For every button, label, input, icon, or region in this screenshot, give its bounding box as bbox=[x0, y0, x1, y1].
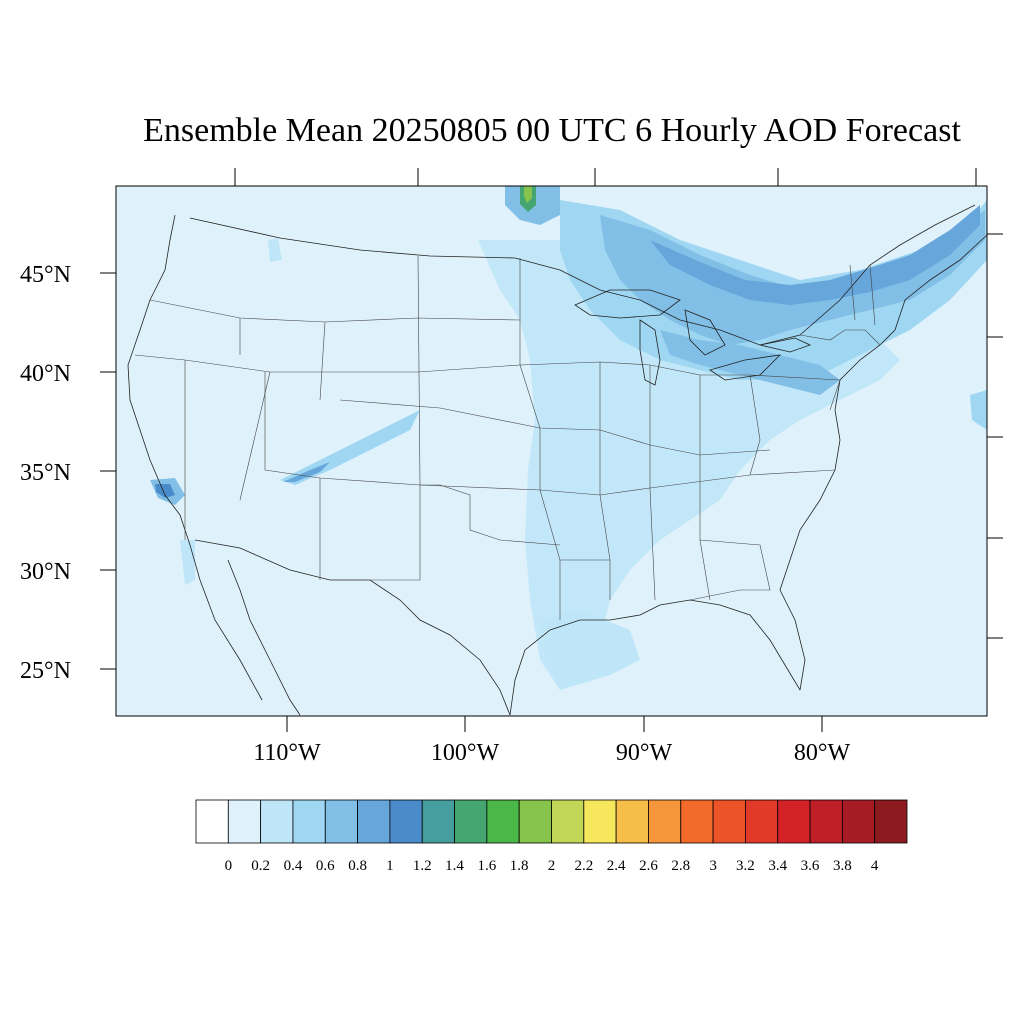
aod-baja-wisp bbox=[180, 540, 195, 585]
colorbar-label: 3.4 bbox=[768, 858, 787, 874]
lake-huron bbox=[684, 309, 726, 356]
colorbar-swatch bbox=[389, 799, 423, 844]
boundaries bbox=[127, 204, 988, 716]
lake-superior bbox=[574, 289, 681, 319]
colorbar-label: 0.4 bbox=[284, 858, 303, 874]
aod-southwest-wisp bbox=[280, 410, 420, 485]
colorbar-label: 0 bbox=[225, 858, 233, 874]
aod-idaho-wisp bbox=[268, 238, 282, 262]
colorbar-swatch bbox=[648, 799, 682, 844]
colorbar-label: 3.2 bbox=[736, 858, 755, 874]
colorbar-swatch bbox=[518, 799, 552, 844]
right-ticks bbox=[987, 233, 1003, 639]
colorbar-swatch bbox=[324, 799, 358, 844]
state-line bbox=[184, 360, 421, 581]
top-ticks bbox=[234, 168, 977, 186]
colorbar-label: 2.8 bbox=[671, 858, 690, 874]
latitude-label: 30°N bbox=[20, 559, 71, 585]
latitude-labels: 45°N 40°N 35°N 30°N 25°N bbox=[20, 262, 71, 684]
colorbar-label: 1.2 bbox=[413, 858, 432, 874]
latitude-label: 45°N bbox=[20, 262, 71, 288]
longitude-label: 110°W bbox=[253, 740, 321, 766]
map-title: Ensemble Mean 20250805 00 UTC 6 Hourly A… bbox=[143, 112, 961, 149]
state-line bbox=[799, 329, 881, 346]
colorbar-label: 1.8 bbox=[510, 858, 529, 874]
aod-north-plume-peak bbox=[524, 186, 532, 203]
colorbar-swatch bbox=[615, 799, 649, 844]
aod-plumes bbox=[150, 186, 987, 690]
state-line bbox=[239, 255, 561, 620]
longitude-label: 80°W bbox=[794, 740, 851, 766]
atlantic-coast bbox=[779, 234, 988, 691]
longitude-label: 100°W bbox=[431, 740, 500, 766]
colorbar-swatch bbox=[260, 799, 294, 844]
lake-michigan bbox=[639, 319, 661, 386]
aod-band-northeast-core bbox=[600, 210, 985, 345]
colorbar-swatch bbox=[745, 799, 779, 844]
state-line bbox=[749, 374, 841, 476]
colorbar-swatch bbox=[809, 799, 843, 844]
colorbar-labels: 0 0.2 0.4 0.6 0.8 1 1.2 1.4 1.6 1.8 2 2.2 2.4 2.6 2.8 3… bbox=[225, 858, 879, 874]
colorbar-label: 1.6 bbox=[477, 858, 496, 874]
aod-atlantic-patch bbox=[970, 390, 987, 430]
longitude-labels: 110°W 100°W 90°W 80°W bbox=[253, 740, 850, 766]
colorbar-swatch bbox=[583, 799, 617, 844]
lake-erie bbox=[709, 354, 782, 381]
colorbar-swatch bbox=[874, 799, 908, 844]
aod-great-lakes bbox=[660, 330, 840, 395]
us-canada-border bbox=[189, 204, 976, 346]
us-mexico-border bbox=[194, 539, 511, 716]
colorbar-label: 2 bbox=[548, 858, 556, 874]
state-lines bbox=[134, 255, 881, 620]
colorbar-label: 3.6 bbox=[801, 858, 820, 874]
colorbar-swatch bbox=[680, 799, 714, 844]
colorbar-swatch bbox=[227, 799, 262, 844]
colorbar-label: 0.2 bbox=[251, 858, 270, 874]
latitude-label: 35°N bbox=[20, 460, 71, 486]
lake-ontario bbox=[759, 337, 812, 353]
colorbar-swatch bbox=[454, 799, 488, 844]
baja-coast bbox=[227, 559, 301, 716]
aod-gulf-patch bbox=[540, 610, 640, 690]
state-line bbox=[439, 484, 561, 546]
colorbar-label: 2.6 bbox=[639, 858, 658, 874]
pacific-coast bbox=[127, 214, 263, 701]
colorbar-swatch bbox=[712, 799, 746, 844]
colorbar bbox=[195, 799, 908, 844]
colorbar-label: 2.2 bbox=[574, 858, 593, 874]
colorbar-label: 3 bbox=[709, 858, 717, 874]
colorbar-swatch bbox=[357, 799, 391, 844]
latitude-label: 40°N bbox=[20, 361, 71, 387]
colorbar-swatch bbox=[486, 799, 520, 844]
colorbar-swatch bbox=[777, 799, 811, 844]
left-ticks bbox=[100, 272, 116, 670]
colorbar-swatch bbox=[421, 799, 455, 844]
aod-california-plume-core bbox=[155, 484, 175, 498]
colorbar-label: 2.4 bbox=[607, 858, 626, 874]
bottom-ticks bbox=[286, 716, 823, 732]
latitude-label: 25°N bbox=[20, 658, 71, 684]
colorbar-label: 1.4 bbox=[445, 858, 464, 874]
aod-band-northeast-peak bbox=[650, 205, 980, 305]
state-line bbox=[849, 264, 876, 326]
colorbar-swatch bbox=[292, 799, 326, 844]
colorbar-label: 0.6 bbox=[316, 858, 335, 874]
colorbar-label: 0.8 bbox=[348, 858, 367, 874]
aod-southwest-wisp-core bbox=[283, 462, 330, 482]
colorbar-label: 3.8 bbox=[833, 858, 852, 874]
state-line bbox=[419, 469, 836, 496]
colorbar-swatch bbox=[841, 799, 876, 844]
state-line bbox=[599, 362, 711, 601]
colorbar-label: 4 bbox=[871, 858, 879, 874]
gulf-coast bbox=[509, 599, 801, 716]
colorbar-label: 1 bbox=[386, 858, 394, 874]
map-frame bbox=[115, 185, 988, 717]
state-line bbox=[560, 539, 771, 601]
colorbar-swatch bbox=[195, 799, 229, 844]
colorbar-swatch bbox=[551, 799, 585, 844]
longitude-label: 90°W bbox=[616, 740, 673, 766]
